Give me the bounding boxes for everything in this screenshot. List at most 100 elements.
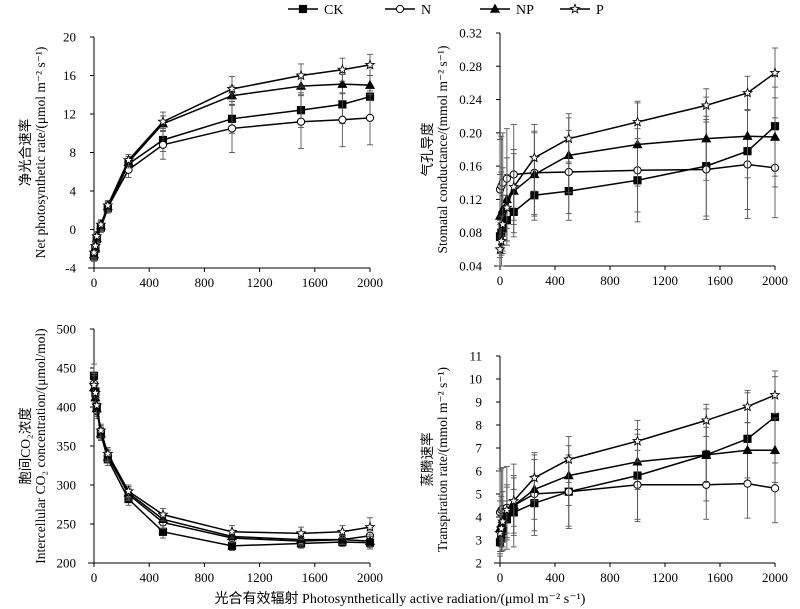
legend-marker xyxy=(298,4,308,14)
stomatal-conductance-chart: 0.04 0.08 0.12 0.16 0.20 0.24 0.28 0.32 0 400 800 1… xyxy=(420,26,788,289)
data-point xyxy=(501,504,513,515)
y-axis-label: 净光合速率Net photosynthetic rate/(μmol m⁻² s… xyxy=(17,47,48,259)
data-point xyxy=(528,151,540,163)
y-tick-label: -4 xyxy=(65,261,76,276)
y-tick-label: 400 xyxy=(57,400,77,415)
y-axis-label-en: Stomatal conductance/(mmol m⁻² s⁻¹) xyxy=(435,46,450,254)
data-point xyxy=(769,67,781,78)
y-tick-label: 0.20 xyxy=(459,125,482,140)
data-point xyxy=(769,444,781,454)
legend-item-ck: CK xyxy=(288,3,343,18)
y-axis-label-en: Transpiration rate/(mmol m⁻² s⁻¹) xyxy=(435,367,450,552)
y-tick-label: 5 xyxy=(476,487,483,502)
data-point xyxy=(226,83,238,94)
data-point xyxy=(743,479,752,488)
y-tick-label: 450 xyxy=(57,361,77,376)
y-tick-label: 0.32 xyxy=(459,26,482,41)
legend: CK N NP P xyxy=(288,3,604,18)
x-tick-label: 0 xyxy=(497,273,504,288)
x-tick-label: 1200 xyxy=(652,570,678,585)
series-np xyxy=(88,375,376,548)
data-point xyxy=(770,484,780,493)
y-axis-label-en: Intercellular CO₂ concentration/(μmol/mo… xyxy=(33,328,48,563)
series-p xyxy=(494,376,781,552)
data-point xyxy=(364,59,376,70)
data-point xyxy=(158,140,168,149)
x-tick-label: 400 xyxy=(139,275,159,290)
data-point xyxy=(501,201,513,213)
series-line xyxy=(93,375,371,547)
data-point xyxy=(495,522,507,534)
legend-label: N xyxy=(421,3,431,18)
legend-item-p: P xyxy=(560,3,604,18)
y-tick-label: 8 xyxy=(476,418,483,433)
series-ck xyxy=(89,363,375,551)
legend-label: NP xyxy=(516,3,534,18)
y-axis-label: 蒸腾速率Transpiration rate/(mmol m⁻² s⁻¹) xyxy=(419,367,450,552)
y-axis-label-cn: 胞间CO₂浓度 xyxy=(18,407,33,484)
data-point xyxy=(91,230,103,241)
data-point xyxy=(741,87,754,98)
x-tick-label: 1200 xyxy=(247,570,273,585)
data-point xyxy=(742,444,753,454)
data-point xyxy=(365,113,375,122)
series-p xyxy=(88,53,376,258)
data-point xyxy=(122,154,135,165)
transpiration-rate-chart: 2 3 4 5 6 7 8 9 10 11 0 400 800 1200 1600 2000 蒸腾速率Trans… xyxy=(419,349,788,586)
x-tick-label: 2000 xyxy=(762,273,788,288)
y-tick-label: 6 xyxy=(476,464,483,479)
series-p xyxy=(494,47,781,267)
data-point xyxy=(338,115,347,124)
x-tick-label: 0 xyxy=(91,570,98,585)
data-point xyxy=(88,246,100,258)
data-point xyxy=(769,389,781,400)
y-tick-label: 300 xyxy=(57,478,77,493)
data-point xyxy=(157,115,169,127)
data-point xyxy=(95,218,107,230)
data-point xyxy=(497,218,509,230)
y-tick-label: 0.08 xyxy=(459,225,482,240)
data-point xyxy=(700,99,712,111)
data-point xyxy=(95,424,107,436)
x-tick-label: 400 xyxy=(545,570,565,585)
y-axis-label: 气孔导度Stomatal conductance/(mmol m⁻² s⁻¹) xyxy=(420,46,450,254)
x-tick-label: 1200 xyxy=(247,275,273,290)
y-tick-label: 500 xyxy=(57,322,77,337)
data-point xyxy=(227,541,237,550)
y-tick-label: 4 xyxy=(70,184,77,199)
intercellular-co2-chart: 200 250 300 350 400 450 500 0 400 800 1200 1600 2000… xyxy=(18,322,383,586)
data-point xyxy=(158,527,168,536)
x-tick-label: 0 xyxy=(91,275,98,290)
data-point xyxy=(295,527,307,539)
y-tick-label: 20 xyxy=(63,30,76,45)
y-axis-label-cn: 蒸腾速率 xyxy=(419,433,435,487)
y-tick-label: 7 xyxy=(476,441,483,456)
x-axis-common-label: 光合有效辐射 Photosynthetically active radiati… xyxy=(214,592,586,607)
x-tick-label: 800 xyxy=(600,273,620,288)
series-n xyxy=(89,90,375,259)
y-axis-label: 胞间CO₂浓度Intercellular CO₂ concentration/(… xyxy=(18,328,48,563)
data-point xyxy=(364,535,376,545)
legend-marker xyxy=(489,3,501,13)
y-tick-label: 16 xyxy=(63,68,77,83)
data-point xyxy=(157,508,169,520)
y-tick-label: 250 xyxy=(57,517,77,532)
legend-item-n: N xyxy=(385,3,431,18)
data-point xyxy=(528,472,540,483)
data-point xyxy=(88,379,100,390)
x-tick-label: 2000 xyxy=(762,570,788,585)
x-tick-label: 2000 xyxy=(357,275,383,290)
x-tick-label: 0 xyxy=(497,570,504,585)
data-point xyxy=(91,399,103,411)
y-tick-label: 200 xyxy=(57,556,77,571)
data-point xyxy=(227,124,237,133)
y-tick-label: 10 xyxy=(469,372,482,387)
data-point xyxy=(102,447,114,459)
data-point xyxy=(701,449,712,459)
y-tick-label: 0.24 xyxy=(459,92,482,107)
y-axis-label-cn: 净光合速率 xyxy=(17,119,33,187)
data-point xyxy=(741,400,754,412)
x-tick-label: 400 xyxy=(139,570,159,585)
data-point xyxy=(296,117,306,126)
data-point xyxy=(364,521,376,532)
